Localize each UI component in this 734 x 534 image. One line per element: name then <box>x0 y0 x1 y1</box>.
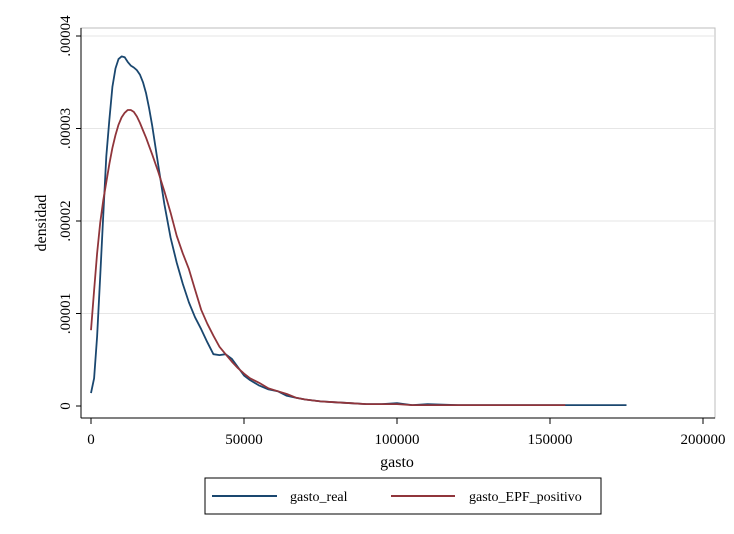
legend-label-gasto-real: gasto_real <box>290 490 348 505</box>
x-tick-label: 150000 <box>528 432 573 448</box>
x-tick-label: 50000 <box>225 432 263 448</box>
legend: gasto_real gasto_EPF_positivo <box>204 477 602 515</box>
series-lines <box>90 55 627 406</box>
y-tick-label: .00002 <box>58 200 74 241</box>
axes <box>80 28 715 419</box>
x-axis-title: gasto <box>380 454 414 471</box>
series-line-gasto-epf-positivo <box>90 109 566 406</box>
x-tick-label: 100000 <box>375 432 420 448</box>
x-ticks: 0 50000 100000 150000 200000 <box>87 418 726 448</box>
y-tick-label: 0 <box>58 402 74 410</box>
x-tick-label: 200000 <box>681 432 726 448</box>
plot-area <box>80 27 716 419</box>
y-tick-label: .00003 <box>58 108 74 149</box>
y-axis-title: densidad <box>33 195 50 252</box>
y-tick-label: .00001 <box>58 293 74 334</box>
x-tick-label: 0 <box>87 432 95 448</box>
legend-label-gasto-epf-positivo: gasto_EPF_positivo <box>469 490 582 505</box>
gridlines <box>82 35 714 314</box>
y-ticks: 0 .00001 .00002 .00003 .00004 <box>58 15 81 410</box>
y-tick-label: .00004 <box>58 15 74 57</box>
